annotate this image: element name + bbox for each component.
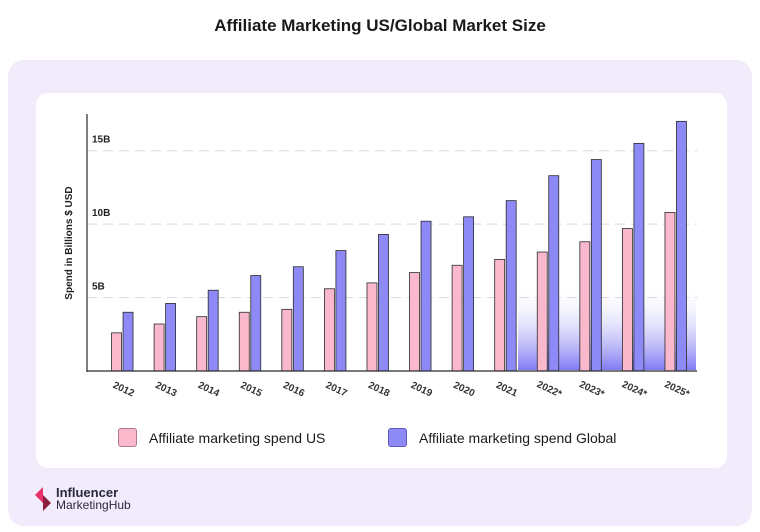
legend-label-us: Affiliate marketing spend US — [149, 429, 326, 446]
bar-us-2019 — [409, 272, 420, 372]
bar-global-2016 — [292, 266, 304, 372]
bar-us-2017 — [323, 288, 335, 372]
bar-us-2025 — [664, 211, 676, 372]
bar-us-2023 — [579, 241, 591, 372]
x-tick-label: 2017 — [324, 380, 349, 400]
bar-us-2014 — [196, 316, 208, 372]
bar-global-2013 — [165, 303, 177, 372]
logo-line-1: Influencer — [56, 485, 119, 500]
bar-us-2020 — [451, 264, 463, 372]
bar-global-2021 — [505, 200, 517, 372]
bar-us-2015 — [238, 311, 250, 372]
x-tick-label: 2019 — [409, 380, 434, 400]
bar-global-2015 — [250, 275, 262, 372]
bar-global-2017 — [335, 250, 347, 372]
y-tick-label: 15B — [92, 135, 110, 146]
bar-global-2022 — [548, 175, 560, 372]
bar-us-2022 — [536, 251, 548, 372]
legend-item-us: Affiliate marketing spend US — [118, 428, 325, 447]
bar-us-2021 — [494, 258, 506, 372]
x-tick-label: 2015 — [239, 380, 264, 400]
bar-global-2020 — [463, 216, 475, 372]
bar-global-2024 — [633, 142, 645, 372]
x-tick-label: 2013 — [154, 380, 179, 400]
bar-global-2019 — [420, 220, 432, 372]
influencer-marketing-hub-logo: Influencer MarketingHub — [34, 486, 131, 512]
x-tick-label: 2022* — [535, 379, 563, 400]
bar-global-2025 — [676, 120, 687, 372]
logo-line-2: MarketingHub — [56, 498, 131, 512]
bar-us-2024 — [621, 228, 633, 372]
chart-title: Affiliate Marketing US/Global Market Siz… — [214, 16, 546, 35]
legend-swatch-us — [118, 428, 137, 447]
bar-us-2016 — [281, 308, 293, 372]
x-tick-label: 2020 — [452, 380, 477, 400]
x-tick-label: 2024* — [620, 379, 648, 400]
bar-us-2012 — [111, 332, 122, 372]
y-axis-label: Spend in Billions $ USD — [64, 186, 75, 299]
x-tick-label: 2014 — [196, 380, 221, 400]
x-tick-label: 2012 — [111, 380, 136, 400]
bar-global-2023 — [590, 159, 602, 372]
bar-global-2018 — [378, 234, 389, 372]
x-tick-label: 2025* — [663, 379, 691, 400]
x-tick-label: 2021 — [494, 380, 519, 400]
x-tick-label: 2023* — [577, 379, 605, 400]
x-tick-label: 2016 — [281, 380, 306, 400]
legend-label-global: Affiliate marketing spend Global — [419, 429, 617, 446]
bar-global-2012 — [122, 311, 134, 372]
logo-mark-icon — [35, 487, 51, 511]
legend-item-global: Affiliate marketing spend Global — [388, 428, 616, 447]
y-tick-label: 5B — [92, 282, 105, 293]
bar-us-2013 — [153, 323, 165, 372]
bar-us-2018 — [366, 282, 378, 372]
bar-global-2014 — [207, 289, 219, 372]
legend-swatch-global — [388, 428, 407, 447]
y-tick-label: 10B — [92, 208, 110, 219]
x-tick-label: 2018 — [366, 380, 391, 400]
